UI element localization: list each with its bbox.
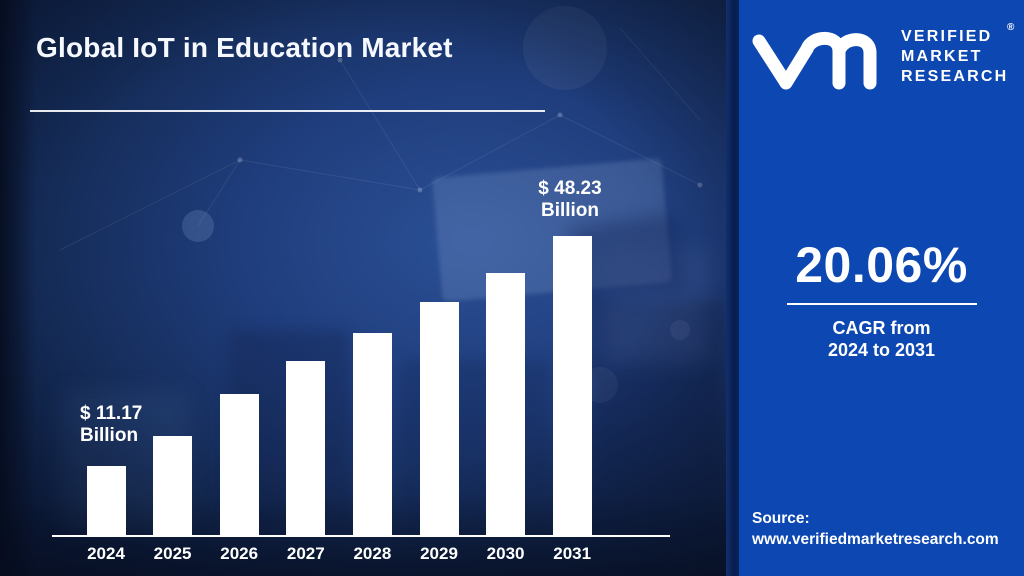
- annotation-2024-unit: Billion: [80, 425, 139, 446]
- annotation-2031-value: $ 48.23: [538, 178, 602, 199]
- x-tick-2029: 2029: [420, 544, 458, 563]
- brand-line-3: RESEARCH: [901, 68, 1009, 85]
- panel-divider: [726, 0, 739, 576]
- cagr-block: 20.06% CAGR from 2024 to 2031: [739, 236, 1024, 361]
- bar-2028: [352, 333, 392, 535]
- page-title: Global IoT in Education Market: [36, 32, 453, 63]
- x-tick-2028: 2028: [353, 544, 392, 563]
- bar-2027: [286, 361, 326, 535]
- bar-2031: [552, 236, 592, 535]
- bar-2026: [219, 394, 259, 535]
- brand-line-1: VERIFIED: [901, 28, 993, 45]
- brand-logo: VERIFIED MARKET RESEARCH ®: [751, 22, 1015, 94]
- annotation-2024-value: $ 11.17: [80, 403, 143, 424]
- source-block: Source: www.verifiedmarketresearch.com: [752, 508, 999, 550]
- x-tick-2030: 2030: [486, 544, 525, 563]
- source-url: www.verifiedmarketresearch.com: [752, 531, 999, 548]
- chart-panel: Global IoT in Education Market $ 11.17 B…: [0, 0, 727, 576]
- registered-mark: ®: [1007, 22, 1015, 33]
- cagr-caption-line-1: CAGR from: [832, 318, 931, 338]
- bar-2025: [153, 436, 193, 535]
- cagr-value: 20.06%: [795, 237, 968, 293]
- title-underline: [30, 110, 545, 112]
- source-label: Source:: [752, 510, 810, 527]
- x-tick-2025: 2025: [153, 544, 192, 563]
- cagr-divider: [786, 303, 977, 305]
- sidebar: VERIFIED MARKET RESEARCH ® 20.06% CAGR f…: [739, 0, 1024, 576]
- brand-wordmark: VERIFIED MARKET RESEARCH: [901, 27, 1008, 87]
- annotation-2024: $ 11.17 Billion: [80, 403, 142, 447]
- cagr-caption-line-2: 2024 to 2031: [827, 340, 936, 360]
- bar-2029: [419, 302, 459, 535]
- annotation-2031: $ 48.23 Billion: [538, 178, 601, 222]
- brand-line-2: MARKET: [901, 48, 983, 65]
- annotation-2031-unit: Billion: [540, 200, 600, 221]
- x-tick-2024: 2024: [87, 544, 125, 563]
- x-tick-2026: 2026: [220, 544, 259, 563]
- x-tick-2031: 2031: [553, 544, 592, 563]
- vmr-monogram-icon: [752, 31, 877, 90]
- bar-2024: [86, 466, 126, 535]
- bar-2030: [486, 273, 526, 535]
- plot-area: 2024 2025 2026 2027 2028 2029 2030 2031: [52, 225, 670, 563]
- x-tick-2027: 2027: [286, 544, 325, 563]
- x-axis-line: [52, 535, 670, 537]
